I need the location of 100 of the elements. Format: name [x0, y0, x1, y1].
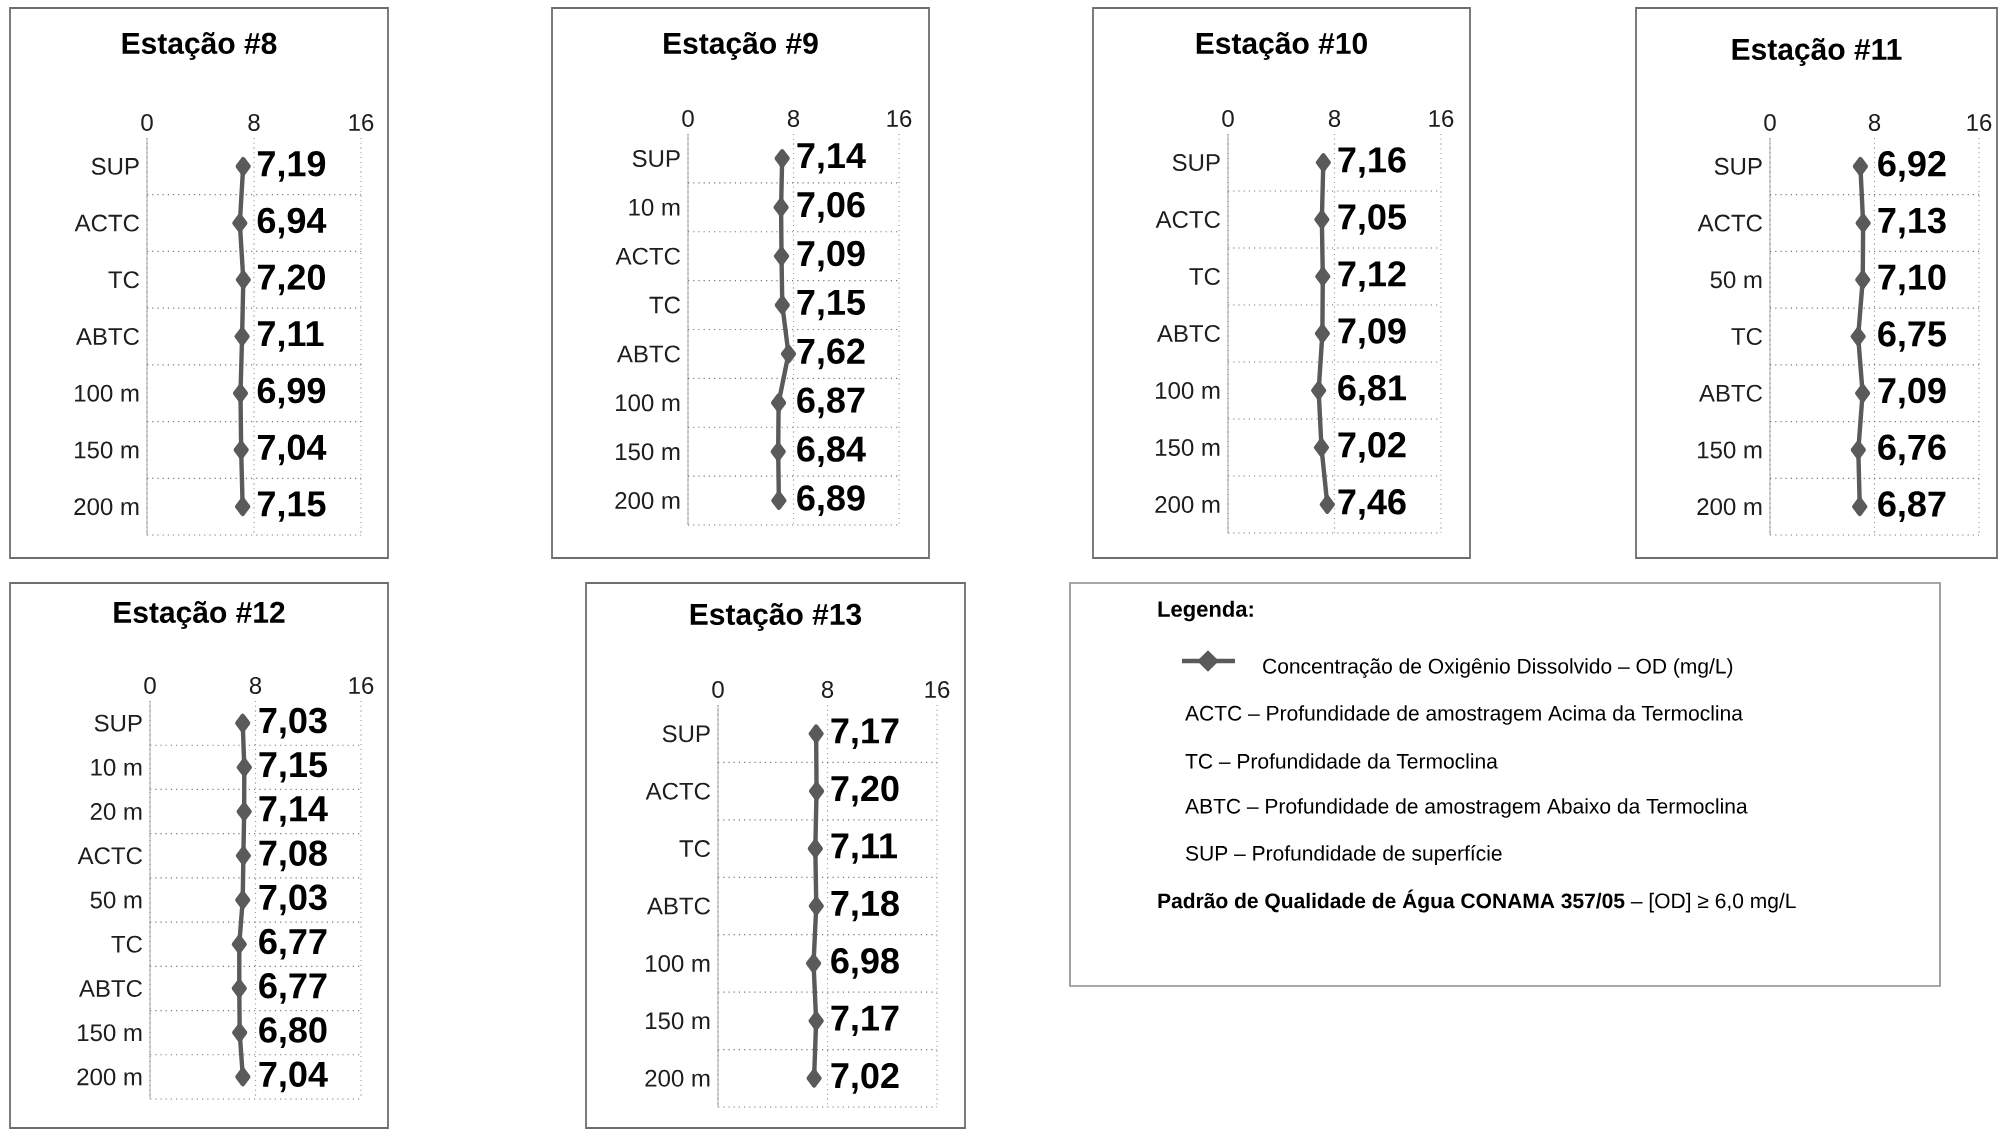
data-label: 7,09 — [797, 240, 865, 272]
data-label: 7,04 — [259, 1061, 328, 1093]
y-tick-label: TC — [111, 935, 143, 953]
x-tick-label: 16 — [349, 113, 374, 131]
y-tick-label: 200 m — [1155, 496, 1220, 513]
chart-title: Estação #11 — [1732, 38, 1902, 66]
x-tick-label: 0 — [682, 109, 694, 127]
data-label: 7,08 — [259, 840, 327, 872]
x-tick-label: 16 — [925, 680, 950, 698]
data-label: 7,20 — [831, 775, 899, 807]
data-label: 6,84 — [797, 436, 866, 468]
y-tick-label: TC — [649, 296, 681, 314]
data-label: 7,19 — [257, 150, 326, 182]
chart-title: Estação #9 — [664, 32, 818, 60]
data-label: 7,12 — [1338, 261, 1406, 292]
y-tick-label: 150 m — [78, 1024, 142, 1042]
y-tick-label: TC — [108, 271, 140, 289]
y-tick-label: 150 m — [616, 443, 680, 461]
y-tick-label: ABTC — [78, 979, 143, 997]
y-tick-label: ACTC — [615, 247, 681, 265]
y-tick-label: SUP — [1714, 157, 1762, 175]
data-label: 6,80 — [259, 1017, 327, 1049]
y-tick-label: SUP — [632, 149, 680, 167]
y-tick-label: ABTC — [646, 897, 711, 915]
point — [773, 246, 790, 266]
y-tick-label: SUP — [94, 714, 142, 732]
y-tick-label: 100 m — [1156, 382, 1220, 399]
y-tick-label: SUP — [662, 725, 710, 743]
x-tick-label: 16 — [887, 109, 912, 127]
y-tick-label: 200 m — [77, 1068, 142, 1086]
point — [1314, 210, 1330, 229]
point — [780, 344, 797, 364]
y-tick-label: 200 m — [1697, 498, 1762, 516]
x-tick-label: 0 — [144, 676, 156, 694]
data-label: 7,06 — [797, 191, 865, 223]
y-tick-label: 100 m — [646, 954, 710, 972]
x-tick-label: 0 — [1764, 113, 1776, 131]
data-label: 6,77 — [259, 928, 327, 960]
y-tick-label: ACTC — [77, 847, 143, 865]
chart-title: Estação #8 — [122, 32, 277, 60]
x-tick-label: 16 — [1429, 109, 1454, 127]
data-label: 6,99 — [257, 377, 326, 409]
y-tick-label: TC — [1731, 328, 1763, 345]
x-tick-label: 8 — [1868, 113, 1881, 131]
data-label: 7,17 — [831, 718, 899, 749]
data-label: 7,17 — [831, 1005, 899, 1037]
y-tick-label: 200 m — [615, 492, 680, 510]
y-tick-label: ABTC — [1698, 384, 1763, 402]
x-tick-label: 16 — [1967, 113, 1992, 131]
x-tick-label: 8 — [821, 680, 834, 698]
x-tick-label: 16 — [349, 676, 374, 694]
point — [774, 149, 790, 168]
data-label: 6,75 — [1878, 321, 1946, 352]
y-tick-label: 150 m — [646, 1012, 710, 1030]
data-label: 7,02 — [1338, 432, 1406, 463]
y-tick-label: 100 m — [75, 384, 139, 402]
text: Legenda: — [1158, 600, 1253, 622]
point — [1311, 381, 1327, 400]
text: ACTC – Profundidade de amostragem Acima da Termoclina — [1185, 705, 1743, 725]
data-label: 7,13 — [1878, 207, 1946, 239]
point — [771, 491, 787, 510]
x-tick-label: 8 — [787, 109, 800, 127]
data-label: 7,11 — [831, 833, 898, 864]
point — [773, 197, 789, 217]
data-label: 6,77 — [259, 973, 327, 1004]
y-tick-label: TC — [1189, 268, 1221, 285]
y-tick-label: ACTC — [74, 214, 140, 232]
text: TC – Profundidade da Termoclina — [1185, 753, 1498, 769]
data-label: 7,46 — [1338, 489, 1406, 520]
point — [1313, 438, 1330, 457]
data-label: 7,03 — [259, 707, 327, 739]
y-tick-label: SUP — [91, 157, 139, 175]
data-label: 7,14 — [259, 796, 328, 827]
x-tick-label: 8 — [1328, 109, 1341, 127]
data-label: 7,16 — [1338, 147, 1406, 178]
data-label: 7,15 — [259, 752, 327, 783]
data-label: 7,18 — [831, 890, 899, 922]
x-tick-label: 0 — [1222, 109, 1234, 127]
x-tick-label: 8 — [248, 113, 260, 131]
point — [1319, 495, 1335, 514]
x-tick-label: 0 — [141, 113, 153, 131]
y-tick-label: 50 m — [90, 891, 142, 909]
data-label: 7,09 — [1878, 377, 1946, 409]
data-label: 7,15 — [797, 289, 865, 321]
data-label: 7,05 — [1338, 204, 1406, 235]
data-label: 7,10 — [1878, 264, 1946, 296]
y-tick-label: 150 m — [1156, 439, 1220, 456]
point — [771, 393, 787, 413]
y-tick-label: SUP — [1172, 154, 1220, 171]
chart-title: Estação #10 — [1196, 32, 1367, 60]
point — [770, 442, 786, 462]
y-tick-label: ABTC — [1156, 325, 1221, 342]
data-label: 7,02 — [831, 1062, 899, 1094]
data-label: 7,20 — [257, 264, 325, 296]
y-tick-label: 150 m — [75, 441, 139, 459]
x-tick-label: 0 — [712, 680, 724, 698]
data-label: 6,98 — [831, 948, 899, 979]
data-label: 6,92 — [1878, 150, 1946, 182]
text: ABTC – Profundidade de amostragem Abaixo da Termoclina — [1185, 798, 1748, 818]
point — [1314, 324, 1330, 343]
